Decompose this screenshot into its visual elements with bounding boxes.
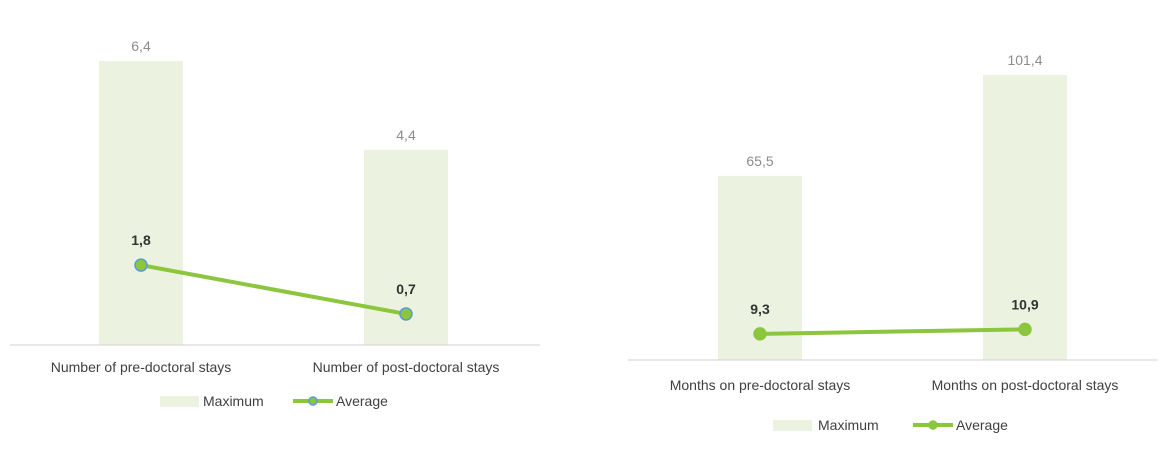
point-average-label-2: 0,7 <box>396 281 416 297</box>
legend-label-maximum: Maximum <box>818 417 879 433</box>
x-tick-label-1: Number of pre-doctoral stays <box>51 359 232 375</box>
legend-swatch-maximum <box>773 420 812 431</box>
bar-maximum-1 <box>99 61 183 345</box>
bar-maximum-label-1: 65,5 <box>746 153 773 169</box>
x-tick-label-2: Number of post-doctoral stays <box>313 359 500 375</box>
point-average-label-1: 1,8 <box>131 232 151 248</box>
legend-label-average: Average <box>336 393 388 409</box>
point-average-1 <box>753 327 767 341</box>
legend: Maximum Average <box>773 417 1008 433</box>
x-tick-label-1: Months on pre-doctoral stays <box>670 377 851 393</box>
chart-1: 6,4 4,4 1,8 0,7 Number of pre-doctoral stays… <box>10 38 540 409</box>
legend: Maximum Average <box>160 393 388 409</box>
legend-label-average: Average <box>956 417 1008 433</box>
bar-maximum-label-2: 4,4 <box>396 127 416 143</box>
point-average-label-1: 9,3 <box>750 301 770 317</box>
bar-maximum-label-1: 6,4 <box>131 38 151 54</box>
point-average-2 <box>399 307 413 321</box>
x-tick-label-2: Months on post-doctoral stays <box>932 377 1119 393</box>
point-average-2 <box>1018 322 1032 337</box>
point-average-1 <box>134 258 148 272</box>
legend-label-maximum: Maximum <box>203 393 264 409</box>
line-average <box>758 327 1027 336</box>
chart-2: 65,5 101,4 9,3 10,9 Months on pre-doctoral s… <box>628 52 1158 433</box>
legend-swatch-average-marker <box>308 396 318 406</box>
bar-maximum-label-2: 101,4 <box>1007 52 1042 68</box>
bar-maximum-2 <box>983 75 1067 360</box>
legend-swatch-average-marker <box>928 420 938 430</box>
point-average-label-2: 10,9 <box>1011 296 1038 312</box>
legend-swatch-maximum <box>160 396 199 407</box>
line-average <box>139 263 408 316</box>
